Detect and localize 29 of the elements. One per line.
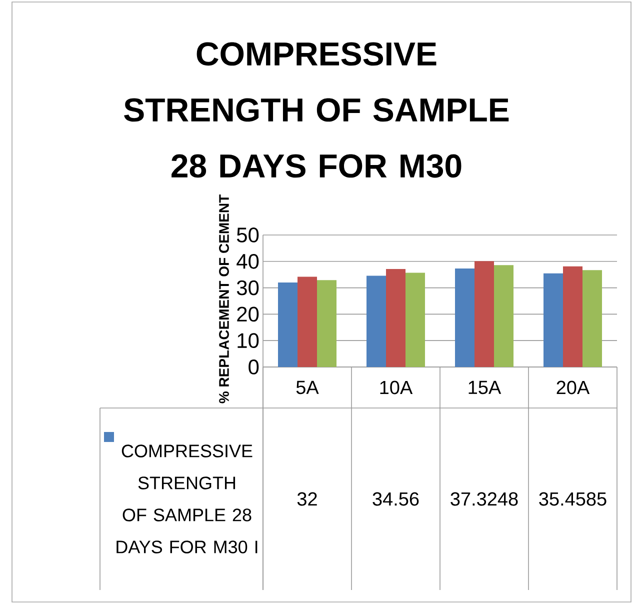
x-tick-label: 10A	[380, 380, 413, 394]
bar	[563, 266, 582, 367]
bar	[543, 273, 563, 367]
data-label: 35.4585	[539, 492, 606, 506]
bar	[494, 265, 514, 367]
y-tick-label: 30	[236, 280, 259, 296]
data-label: 34.56	[372, 492, 419, 506]
bar	[474, 261, 494, 367]
y-tick-label: 10	[238, 333, 259, 348]
bar	[278, 282, 298, 367]
bar	[298, 276, 317, 367]
x-tick-label: 5A	[296, 380, 319, 394]
bar	[366, 276, 386, 367]
y-tick-label: 40	[236, 254, 259, 269]
y-tick-label: 0	[248, 360, 259, 374]
data-label: 37.3248	[450, 492, 518, 506]
bar	[455, 268, 474, 367]
bar	[406, 272, 425, 367]
chart-title: COMPRESSIVE STRENGTH OF SAMPLE 28 DAYS FOR M30	[124, 42, 509, 178]
bar	[317, 280, 336, 367]
y-tick-label: 50	[236, 228, 259, 242]
y-axis-title: % REPLACEMENT OF CEMENT	[219, 194, 229, 404]
data-label: 32	[297, 492, 317, 506]
legend-label: COMPRESSIVE STRENGTH OF SAMPLE 28 DAYS FOR M30 I	[116, 444, 258, 554]
bar	[582, 270, 602, 367]
x-tick-label: 20A	[556, 380, 590, 394]
y-tick-label: 20	[237, 306, 259, 322]
bar	[386, 269, 406, 367]
x-tick-label: 15A	[468, 380, 502, 394]
